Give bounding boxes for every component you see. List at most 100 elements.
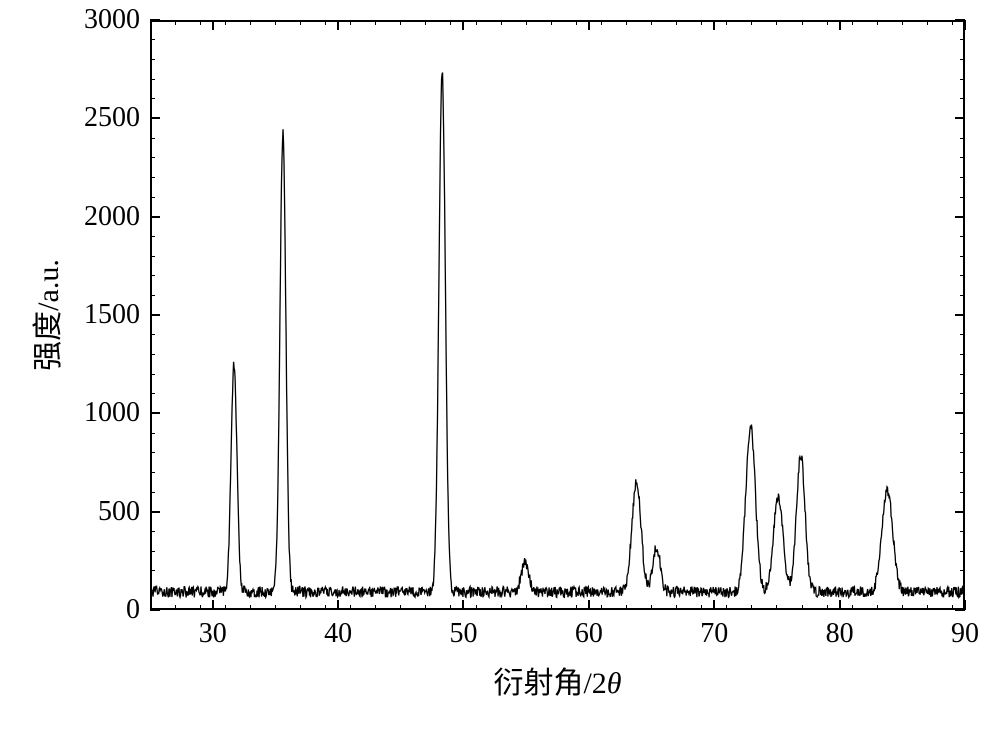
x-minor-tick [450, 20, 451, 25]
x-minor-tick [601, 20, 602, 25]
x-tick [212, 20, 214, 30]
x-tick [839, 600, 841, 610]
x-minor-tick [927, 605, 928, 610]
y-minor-tick [150, 551, 155, 552]
x-tick [839, 20, 841, 30]
x-minor-tick [852, 605, 853, 610]
y-minor-tick [150, 472, 155, 473]
x-minor-tick [877, 20, 878, 25]
y-tick [150, 117, 160, 119]
y-minor-tick [150, 492, 155, 493]
x-minor-tick [450, 605, 451, 610]
x-minor-tick [325, 605, 326, 610]
y-tick [955, 314, 965, 316]
y-minor-tick [150, 138, 155, 139]
y-minor-tick [960, 295, 965, 296]
x-minor-tick [776, 20, 777, 25]
x-minor-tick [601, 605, 602, 610]
y-tick [955, 609, 965, 611]
y-minor-tick [960, 531, 965, 532]
y-minor-tick [150, 374, 155, 375]
x-minor-tick [776, 605, 777, 610]
x-tick [462, 20, 464, 30]
x-tick [337, 20, 339, 30]
x-minor-tick [551, 605, 552, 610]
y-minor-tick [150, 354, 155, 355]
y-tick-label: 1000 [84, 397, 140, 429]
y-minor-tick [150, 393, 155, 394]
x-minor-tick [250, 605, 251, 610]
x-minor-tick [676, 20, 677, 25]
x-minor-tick [225, 605, 226, 610]
y-minor-tick [150, 433, 155, 434]
x-minor-tick [952, 20, 953, 25]
y-tick [150, 412, 160, 414]
x-minor-tick [350, 605, 351, 610]
x-minor-tick [501, 605, 502, 610]
x-minor-tick [200, 605, 201, 610]
y-minor-tick [960, 236, 965, 237]
x-minor-tick [626, 20, 627, 25]
y-tick [150, 314, 160, 316]
x-minor-tick [425, 605, 426, 610]
x-minor-tick [927, 20, 928, 25]
x-minor-tick [200, 20, 201, 25]
x-axis-label: 衍射角/2θ [493, 658, 621, 702]
y-tick [150, 216, 160, 218]
y-minor-tick [960, 275, 965, 276]
x-minor-tick [175, 605, 176, 610]
x-tick [713, 20, 715, 30]
x-minor-tick [676, 605, 677, 610]
x-tick-label: 90 [951, 618, 979, 650]
x-tick [588, 20, 590, 30]
x-axis-label-text: 衍射角/2 [493, 667, 606, 700]
y-minor-tick [150, 59, 155, 60]
y-minor-tick [150, 531, 155, 532]
y-tick [955, 19, 965, 21]
x-minor-tick [250, 20, 251, 25]
y-minor-tick [960, 354, 965, 355]
y-minor-tick [150, 39, 155, 40]
x-minor-tick [802, 20, 803, 25]
x-minor-tick [726, 605, 727, 610]
y-tick-label: 3000 [84, 4, 140, 36]
y-tick-label: 0 [126, 594, 140, 626]
x-tick-label: 60 [575, 618, 603, 650]
x-tick [964, 20, 966, 30]
x-minor-tick [501, 20, 502, 25]
y-minor-tick [960, 433, 965, 434]
y-minor-tick [150, 295, 155, 296]
x-minor-tick [476, 20, 477, 25]
y-tick [955, 216, 965, 218]
x-minor-tick [476, 605, 477, 610]
y-tick [955, 511, 965, 513]
x-minor-tick [225, 20, 226, 25]
y-minor-tick [960, 59, 965, 60]
y-minor-tick [150, 157, 155, 158]
y-axis-label: 强度/a.u. [23, 259, 67, 371]
x-tick-label: 30 [199, 618, 227, 650]
y-minor-tick [960, 334, 965, 335]
y-minor-tick [960, 590, 965, 591]
x-minor-tick [576, 20, 577, 25]
y-tick [150, 609, 160, 611]
x-tick-label: 70 [700, 618, 728, 650]
x-minor-tick [726, 20, 727, 25]
y-minor-tick [960, 452, 965, 453]
x-minor-tick [751, 20, 752, 25]
x-minor-tick [350, 20, 351, 25]
x-tick [713, 600, 715, 610]
y-minor-tick [150, 590, 155, 591]
x-tick-label: 40 [324, 618, 352, 650]
x-minor-tick [400, 20, 401, 25]
y-minor-tick [960, 177, 965, 178]
y-tick [150, 19, 160, 21]
y-minor-tick [150, 177, 155, 178]
y-minor-tick [960, 374, 965, 375]
x-minor-tick [576, 605, 577, 610]
x-minor-tick [852, 20, 853, 25]
x-minor-tick [175, 20, 176, 25]
x-minor-tick [526, 605, 527, 610]
x-minor-tick [651, 605, 652, 610]
y-minor-tick [150, 98, 155, 99]
